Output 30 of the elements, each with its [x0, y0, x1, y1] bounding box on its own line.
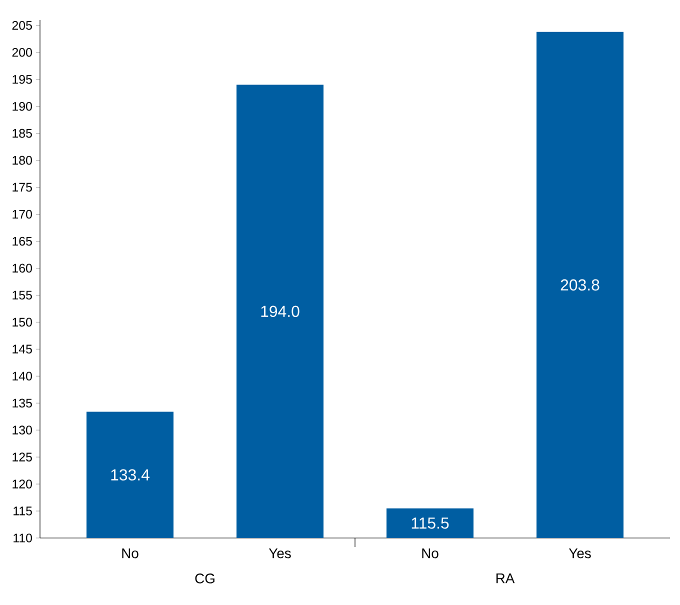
y-tick-label: 170 — [12, 210, 32, 219]
x-tick-label: No — [122, 548, 138, 558]
y-tick-label: 190 — [12, 102, 32, 111]
y-tick-label: 115 — [14, 506, 32, 516]
data-label: 203.8 — [560, 279, 600, 291]
y-tick-label: 160 — [12, 264, 32, 273]
y-tick-label: 205 — [12, 21, 32, 30]
y-tick-label: 185 — [12, 128, 32, 138]
y-tick-label: 145 — [12, 344, 32, 354]
y-tick-label: 110 — [14, 534, 32, 542]
data-label: 133.4 — [111, 469, 150, 481]
y-tick-label: 180 — [12, 156, 32, 165]
y-tick-label: 150 — [12, 318, 32, 327]
y-tick-label: 175 — [12, 182, 32, 192]
y-tick-label: 120 — [12, 480, 32, 488]
data-label: 194.0 — [261, 306, 300, 318]
y-tick-label: 125 — [12, 452, 32, 462]
x-tick-label: Yes — [568, 548, 591, 558]
data-label: 115.5 — [412, 518, 449, 529]
text: CG — [195, 574, 214, 584]
y-tick-label: 130 — [12, 426, 32, 434]
y-tick-label: 195 — [12, 74, 32, 84]
y-tick-label: 165 — [12, 236, 32, 246]
text: RA — [496, 574, 515, 584]
y-tick-label: 155 — [12, 290, 32, 300]
y-tick-label: 135 — [12, 398, 32, 408]
x-tick-label: Yes — [268, 548, 291, 558]
y-tick-label: 140 — [12, 372, 32, 381]
x-tick-label: No — [422, 548, 438, 558]
y-tick-label: 200 — [12, 48, 32, 57]
